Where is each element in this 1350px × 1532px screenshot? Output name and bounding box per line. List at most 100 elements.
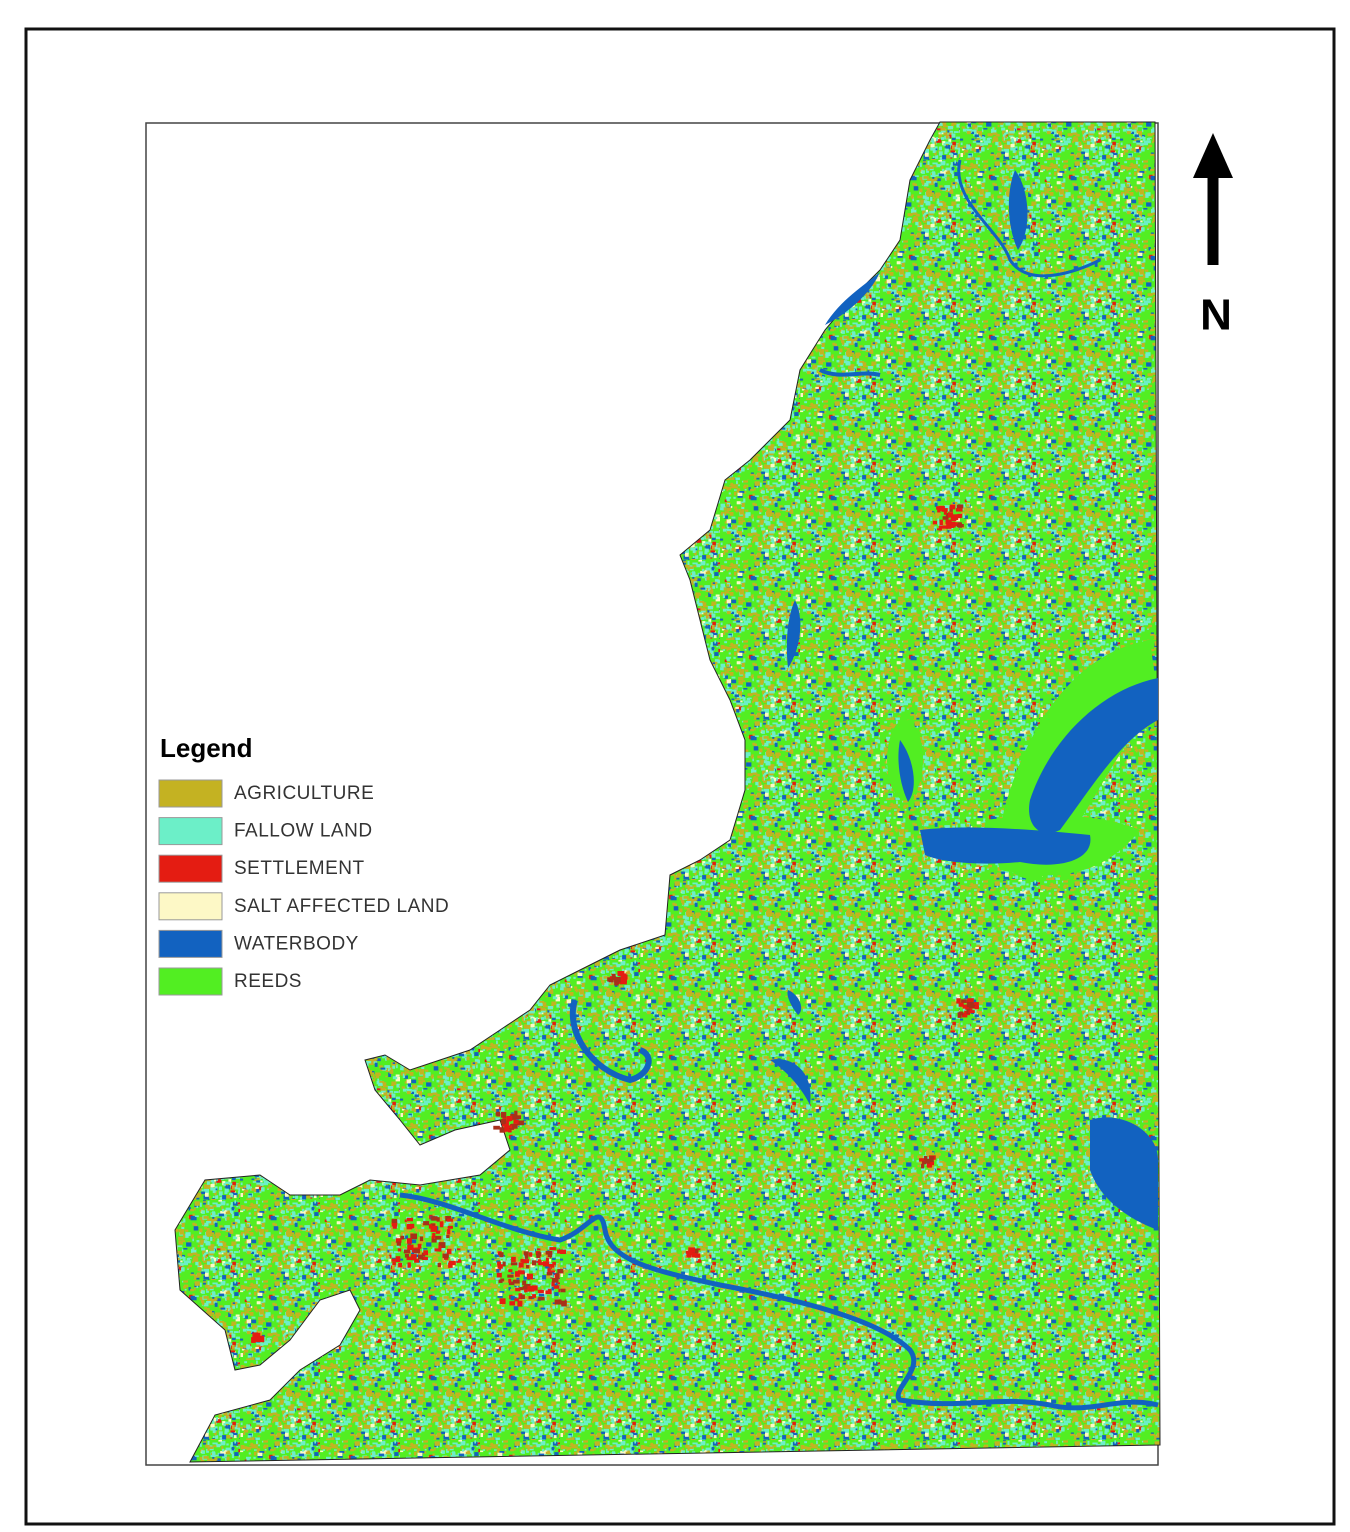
settlement-cell (966, 1002, 972, 1008)
settlement-cell (431, 1216, 438, 1221)
settlement-cell (945, 512, 950, 518)
legend-label: SALT AFFECTED LAND (234, 896, 449, 917)
settlement-cell (538, 1296, 545, 1301)
settlement-cell (607, 977, 611, 982)
settlement-cell (552, 1278, 559, 1283)
settlement-cell (447, 1229, 451, 1235)
settlement-cell (447, 1218, 453, 1222)
settlement-cell (966, 1008, 971, 1014)
settlement-cell (391, 1218, 398, 1224)
settlement-cell (414, 1259, 420, 1263)
settlement-cell (406, 1256, 413, 1261)
settlement-cell (256, 1332, 261, 1339)
settlement-cell (501, 1112, 507, 1118)
settlement-cell (951, 514, 959, 520)
settlement-cell (497, 1261, 501, 1266)
settlement-cell (524, 1253, 529, 1259)
settlement-cell (509, 1301, 516, 1306)
settlement-cell (923, 1156, 928, 1161)
settlement-cell (546, 1272, 553, 1276)
settlement-cell (515, 1287, 521, 1292)
north-label: N (1200, 291, 1232, 340)
settlement-cell (929, 1156, 934, 1162)
settlement-cell (956, 524, 964, 528)
settlement-cell (514, 1298, 519, 1302)
settlement-cell (526, 1273, 533, 1280)
settlement-cell (512, 1279, 520, 1284)
settlement-cell (939, 519, 943, 526)
waterbody (898, 740, 914, 802)
legend-swatch (158, 779, 223, 808)
settlement-cell (532, 1294, 537, 1298)
settlement-cell (545, 1257, 549, 1262)
settlement-cell (522, 1280, 527, 1286)
settlement-cell (407, 1262, 411, 1268)
river (399, 1192, 1159, 1411)
legend-swatch (158, 967, 223, 996)
settlement-cell (956, 998, 961, 1004)
settlement-cell (949, 504, 956, 510)
settlement-cell (962, 1012, 968, 1018)
settlement-cell (517, 1300, 523, 1307)
settlement-cell (403, 1249, 411, 1254)
settlement-cell (430, 1223, 436, 1228)
settlement-cell (961, 999, 967, 1003)
settlement-cell (508, 1269, 513, 1273)
legend-label: WATERBODY (234, 933, 359, 954)
settlement-cell (555, 1273, 560, 1279)
settlement-cell (511, 1256, 516, 1262)
settlement-cell (423, 1221, 430, 1226)
settlement-cell (692, 1249, 699, 1254)
settlement-cell (932, 520, 938, 525)
settlement-cell (498, 1279, 503, 1283)
settlement-cell (508, 1278, 512, 1283)
settlement-cell (431, 1238, 437, 1243)
settlement-cell (518, 1270, 525, 1275)
settlement-cell (435, 1235, 442, 1240)
settlement-cell (510, 1114, 517, 1120)
settlement-cell (499, 1127, 506, 1133)
legend-swatch (158, 929, 223, 958)
settlement-cell (948, 512, 954, 518)
settlement-cell (942, 516, 949, 520)
settlement-cell (437, 1263, 441, 1268)
settlement-cell (531, 1260, 537, 1266)
settlement-cell (930, 1161, 935, 1166)
settlement-cell (611, 973, 616, 980)
settlement-cell (514, 1110, 518, 1116)
settlement-cell (962, 1004, 969, 1009)
settlement-cell (561, 1300, 567, 1307)
settlement-cell (522, 1285, 528, 1290)
legend-swatch (158, 892, 223, 921)
settlement-cell (417, 1243, 422, 1249)
settlement-cell (404, 1254, 409, 1258)
settlement-cell (949, 521, 956, 528)
settlement-cell (395, 1238, 402, 1243)
settlement-cell (542, 1261, 550, 1267)
settlement-cell (551, 1281, 555, 1287)
settlement-cell (924, 1158, 931, 1164)
settlement-cell (499, 1252, 504, 1258)
settlement-cell (545, 1251, 553, 1255)
settlement-cell (970, 1004, 976, 1009)
settlement-cell (496, 1111, 501, 1117)
settlement-cell (518, 1293, 523, 1299)
settlement-cell (397, 1248, 402, 1252)
legend-label: SETTLEMENT (234, 858, 365, 879)
settlement-clusters (251, 504, 979, 1343)
waterbody (1090, 1117, 1158, 1230)
settlement-cell (432, 1232, 436, 1238)
settlement-cell (410, 1254, 416, 1261)
settlement-cell (685, 1250, 689, 1254)
settlement-cell (520, 1258, 524, 1263)
settlement-cell (398, 1262, 403, 1268)
settlement-cell (528, 1252, 533, 1257)
settlement-cell (531, 1285, 538, 1291)
settlement-cell (430, 1225, 438, 1232)
settlement-cell (504, 1126, 509, 1132)
settlement-cell (687, 1250, 693, 1256)
settlement-cell (974, 1005, 979, 1010)
settlement-cell (418, 1254, 424, 1260)
waterbody (1008, 170, 1028, 250)
settlement-cell (400, 1235, 405, 1240)
